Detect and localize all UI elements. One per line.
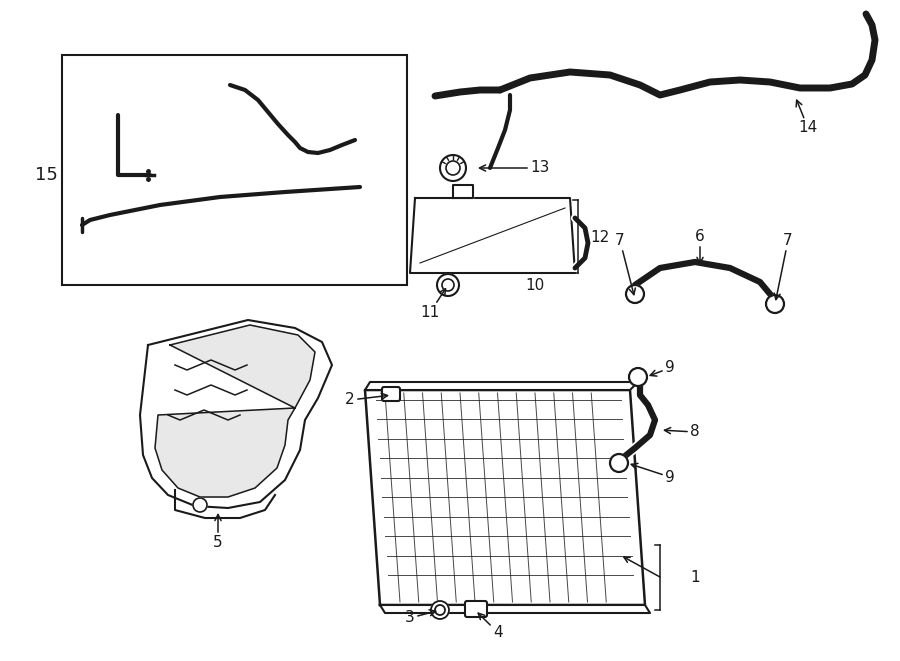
Text: 6: 6 — [695, 229, 705, 264]
Circle shape — [431, 601, 449, 619]
Polygon shape — [140, 320, 332, 508]
Polygon shape — [365, 390, 645, 605]
Text: 15: 15 — [34, 166, 58, 184]
Text: 14: 14 — [796, 100, 817, 136]
Polygon shape — [155, 325, 315, 497]
Circle shape — [446, 161, 460, 175]
Text: 9: 9 — [631, 463, 675, 485]
Text: 9: 9 — [650, 360, 675, 376]
Circle shape — [442, 279, 454, 291]
Text: 3: 3 — [405, 610, 436, 625]
Text: 8: 8 — [664, 424, 699, 440]
Circle shape — [193, 498, 207, 512]
Circle shape — [445, 282, 451, 288]
Text: 7: 7 — [774, 233, 793, 299]
Text: 5: 5 — [213, 514, 223, 550]
Circle shape — [766, 295, 784, 313]
Text: 1: 1 — [690, 570, 699, 584]
Circle shape — [626, 285, 644, 303]
Polygon shape — [410, 198, 575, 273]
Circle shape — [437, 274, 459, 296]
Circle shape — [440, 155, 466, 181]
Polygon shape — [453, 185, 473, 198]
Text: 13: 13 — [480, 161, 549, 176]
Text: 10: 10 — [526, 278, 544, 293]
Polygon shape — [380, 605, 650, 613]
FancyBboxPatch shape — [382, 387, 400, 401]
Text: 11: 11 — [420, 289, 446, 320]
Polygon shape — [365, 382, 638, 390]
Text: 4: 4 — [478, 613, 502, 640]
Circle shape — [610, 454, 628, 472]
Text: 2: 2 — [346, 393, 388, 407]
Circle shape — [629, 368, 647, 386]
Text: 12: 12 — [590, 229, 609, 245]
Bar — [62, 55, 407, 285]
Circle shape — [435, 605, 445, 615]
FancyBboxPatch shape — [465, 601, 487, 617]
Text: 7: 7 — [616, 233, 635, 295]
